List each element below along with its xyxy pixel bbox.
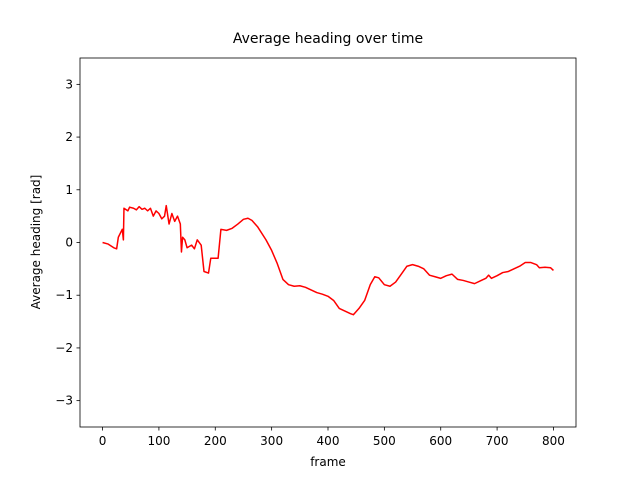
y-tick-label: 1 [65,183,73,197]
y-tick-label: −2 [55,341,73,355]
y-tick-label: 0 [65,236,73,250]
x-tick-label: 700 [486,434,509,448]
x-tick-label: 200 [204,434,227,448]
y-tick-label: 3 [65,77,73,91]
x-tick-label: 800 [542,434,565,448]
chart-title: Average heading over time [233,31,423,47]
y-tick-label: −1 [55,288,73,302]
data-line [102,204,554,316]
x-tick-label: 500 [373,434,396,448]
x-tick-label: 0 [99,434,107,448]
y-tick-label: −3 [55,394,73,408]
x-tick-label: 100 [147,434,170,448]
y-axis-label: Average heading [rad] [29,175,43,310]
x-tick-label: 600 [429,434,452,448]
x-tick-label: 400 [317,434,340,448]
y-tick-label: 2 [65,130,73,144]
x-axis-label: frame [310,455,346,469]
plot-area [102,204,554,316]
x-tick-label: 300 [260,434,283,448]
